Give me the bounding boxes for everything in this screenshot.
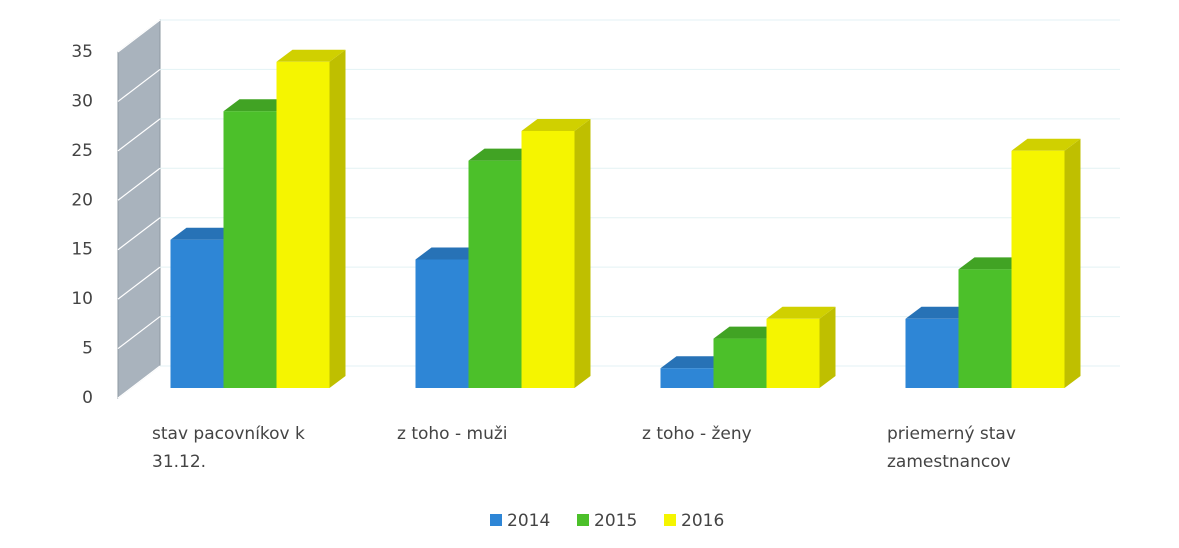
bar-top <box>415 247 485 260</box>
bar-front <box>766 318 820 388</box>
y-tick-label: 0 <box>82 388 93 408</box>
x-tick-label: z toho - ženy <box>642 424 752 444</box>
bar-front <box>468 160 522 388</box>
side-wall <box>117 18 161 400</box>
grid-line <box>117 365 161 399</box>
bar-top <box>958 257 1028 270</box>
y-tick-label: 15 <box>71 240 93 260</box>
bar-top <box>905 306 975 319</box>
bar-front <box>223 111 277 388</box>
legend-label: 2014 <box>507 511 550 531</box>
legend-swatch <box>577 514 589 526</box>
bar-side <box>819 306 836 388</box>
grid-line <box>117 217 161 251</box>
bar-top <box>521 118 591 131</box>
bar-side <box>1064 138 1081 388</box>
y-tick-label: 35 <box>71 42 93 62</box>
bar-side <box>574 118 591 388</box>
bar-front <box>276 61 330 389</box>
x-tick-label: stav pacovníkov k 31.12. <box>152 424 305 472</box>
bar-top <box>170 227 240 240</box>
bar-front <box>713 338 767 388</box>
bar-front <box>958 269 1012 388</box>
grid-line <box>117 68 161 102</box>
bar <box>276 49 346 389</box>
bar-front <box>415 259 469 388</box>
bar-top <box>660 356 730 369</box>
y-tick-label: 10 <box>71 289 93 309</box>
bar-front <box>1011 150 1065 388</box>
grid-line <box>117 118 161 152</box>
grid-line <box>117 266 161 300</box>
bar-top <box>1011 138 1081 151</box>
grid-line <box>117 167 161 201</box>
bar <box>766 306 836 388</box>
y-tick-label: 25 <box>71 141 93 161</box>
y-tick-label: 20 <box>71 190 93 210</box>
bar-top <box>276 49 346 62</box>
bar-side <box>329 49 346 389</box>
x-tick-label: priemerný stav zamestnancov <box>887 424 1016 472</box>
legend-swatch <box>664 514 676 526</box>
y-tick-label: 30 <box>71 91 93 111</box>
y-tick-label: 5 <box>82 339 93 359</box>
bar <box>521 118 591 388</box>
bar-front <box>170 239 224 388</box>
bar-top <box>713 326 783 339</box>
legend-label: 2016 <box>681 511 724 531</box>
bar-front <box>660 368 714 388</box>
bar-top <box>468 148 538 161</box>
grid-line <box>117 19 161 53</box>
bar-front <box>905 318 959 388</box>
x-tick-label: z toho - muži <box>397 424 508 444</box>
bar-top <box>766 306 836 319</box>
grid-line <box>117 316 161 350</box>
bar-front <box>521 130 575 388</box>
legend-swatch <box>490 514 502 526</box>
bar <box>1011 138 1081 388</box>
bar-top <box>223 99 293 112</box>
legend-label: 2015 <box>594 511 637 531</box>
